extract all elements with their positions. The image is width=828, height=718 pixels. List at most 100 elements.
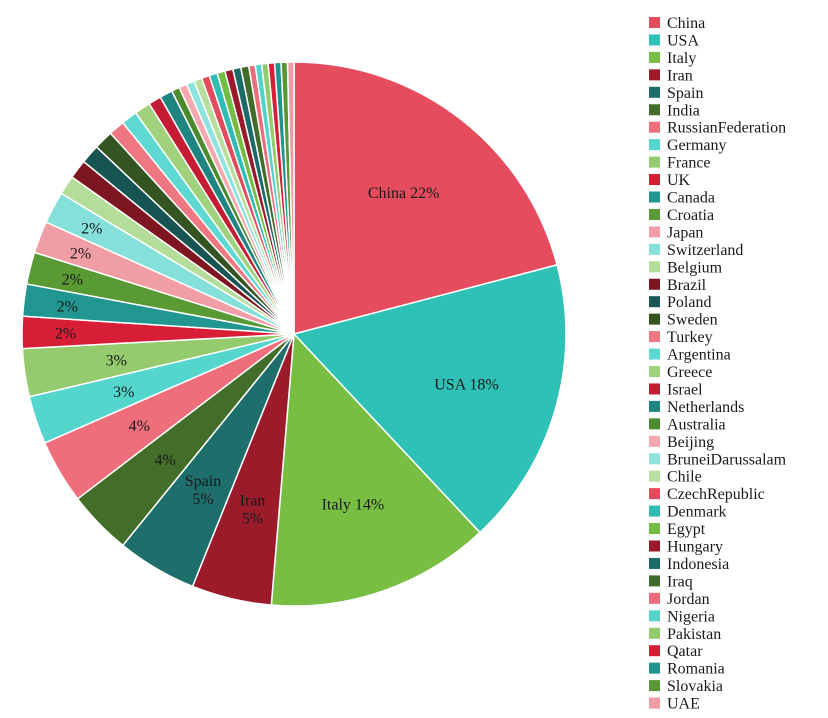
legend-item-turkey: Turkey xyxy=(649,329,713,346)
legend-item-italy: Italy xyxy=(649,50,696,67)
slice-label-croatia: 2% xyxy=(62,272,83,289)
legend-label: Pakistan xyxy=(667,626,721,643)
legend-item-belgium: Belgium xyxy=(649,259,723,276)
legend-label: Israel xyxy=(667,381,703,398)
slice-label-canada: 2% xyxy=(57,298,78,315)
legend-item-romania: Romania xyxy=(649,661,725,678)
legend-item-chile: Chile xyxy=(649,469,702,486)
legend-item-canada: Canada xyxy=(649,190,715,207)
slice-label-france: 3% xyxy=(106,353,127,370)
legend-swatch xyxy=(649,662,660,674)
legend-item-switzerland: Switzerland xyxy=(649,242,743,259)
legend-label: UAE xyxy=(667,696,700,713)
pie-slice-uae xyxy=(286,61,295,335)
legend-swatch xyxy=(649,296,660,308)
legend-label: USA xyxy=(667,32,699,49)
legend-swatch xyxy=(649,34,660,46)
legend-swatch xyxy=(649,627,660,639)
legend-label: Belgium xyxy=(667,259,723,276)
legend-swatch xyxy=(649,243,660,255)
slice-label-switzerland: 2% xyxy=(81,221,102,238)
legend-swatch xyxy=(649,540,660,552)
legend-label: Australia xyxy=(667,416,726,433)
legend-item-sweden: Sweden xyxy=(649,312,718,329)
legend-item-russian-federation: RussianFederation xyxy=(649,120,786,137)
slice-label-germany: 3% xyxy=(113,384,134,401)
legend-label: UK xyxy=(667,172,691,189)
legend-swatch xyxy=(649,418,660,430)
slice-label-china: China 22% xyxy=(368,185,440,202)
legend-label: RussianFederation xyxy=(667,120,786,137)
legend-swatch xyxy=(649,366,660,377)
legend-label: Egypt xyxy=(667,521,706,538)
legend-label: Germany xyxy=(667,137,727,154)
legend-swatch xyxy=(649,435,660,447)
legend-label: India xyxy=(667,102,700,119)
legend-item-poland: Poland xyxy=(649,294,711,311)
legend-item-australia: Australia xyxy=(649,416,726,433)
legend-item-brazil: Brazil xyxy=(649,277,707,294)
legend-label: Jordan xyxy=(667,591,710,608)
legend-item-france: France xyxy=(649,155,711,172)
legend-label: Poland xyxy=(667,294,711,311)
legend-swatch xyxy=(649,557,660,569)
legend-label: Italy xyxy=(667,50,696,67)
legend-swatch xyxy=(649,51,660,63)
legend-swatch xyxy=(649,400,660,412)
slice-label-spain: Spain 5% xyxy=(185,473,221,508)
legend-swatch xyxy=(649,697,660,709)
legend-item-iraq: Iraq xyxy=(649,573,693,590)
legend-item-croatia: Croatia xyxy=(649,207,714,224)
legend-item-india: India xyxy=(649,102,700,119)
legend-label: Brazil xyxy=(667,277,707,294)
legend-label: Beijing xyxy=(667,434,714,451)
slice-label-iran: Iran 5% xyxy=(240,493,266,528)
legend-item-spain: Spain xyxy=(649,85,703,102)
slice-label-usa: USA 18% xyxy=(434,377,498,394)
legend-label: Argentina xyxy=(667,347,731,364)
legend-swatch xyxy=(649,191,660,203)
legend-item-argentina: Argentina xyxy=(649,347,731,364)
legend-swatch xyxy=(649,592,660,604)
slice-label-india: 4% xyxy=(155,452,176,469)
legend-label: Hungary xyxy=(667,539,723,556)
legend-swatch xyxy=(649,104,660,116)
legend-item-iran: Iran xyxy=(649,67,693,84)
legend-item-uk: UK xyxy=(649,172,691,189)
legend-label: Canada xyxy=(667,190,715,207)
legend-label: Netherlands xyxy=(667,399,744,416)
legend-item-beijing: Beijing xyxy=(649,434,714,451)
legend-item-jordan: Jordan xyxy=(649,591,710,608)
legend-label: Turkey xyxy=(667,329,713,346)
legend-label: Sweden xyxy=(667,312,718,329)
legend-swatch xyxy=(649,208,660,220)
legend-item-pakistan: Pakistan xyxy=(649,626,721,643)
legend-label: Qatar xyxy=(667,643,703,660)
legend-swatch xyxy=(649,261,660,273)
legend-item-czech-republic: CzechRepublic xyxy=(649,486,765,503)
legend-item-brunei-darussalam: BruneiDarussalam xyxy=(649,451,787,468)
legend-item-netherlands: Netherlands xyxy=(649,399,744,416)
legend-swatch xyxy=(649,17,660,28)
legend-label: Iran xyxy=(667,67,693,84)
legend-swatch xyxy=(649,680,660,692)
pie-slice-labels: China 22% USA 18% Italy 14% Iran 5% Spain 5% 4%… xyxy=(55,185,499,528)
legend-swatch xyxy=(649,523,660,535)
legend-label: Denmark xyxy=(667,504,727,521)
legend-item-indonesia: Indonesia xyxy=(649,556,729,573)
legend-label: Slovakia xyxy=(667,678,723,695)
slice-label-japan: 2% xyxy=(70,246,91,263)
legend-item-israel: Israel xyxy=(649,381,703,398)
legend-item-greece: Greece xyxy=(649,364,712,381)
legend-label: CzechRepublic xyxy=(667,486,765,503)
legend-swatch xyxy=(649,69,660,81)
pie-slices xyxy=(21,61,567,607)
legend-swatch xyxy=(649,226,660,238)
legend-swatch xyxy=(649,86,660,98)
legend-swatch xyxy=(649,505,660,517)
legend-item-qatar: Qatar xyxy=(649,643,703,660)
legend-label: BruneiDarussalam xyxy=(667,451,787,468)
legend-label: Switzerland xyxy=(667,242,743,259)
legend-swatch xyxy=(649,121,660,133)
